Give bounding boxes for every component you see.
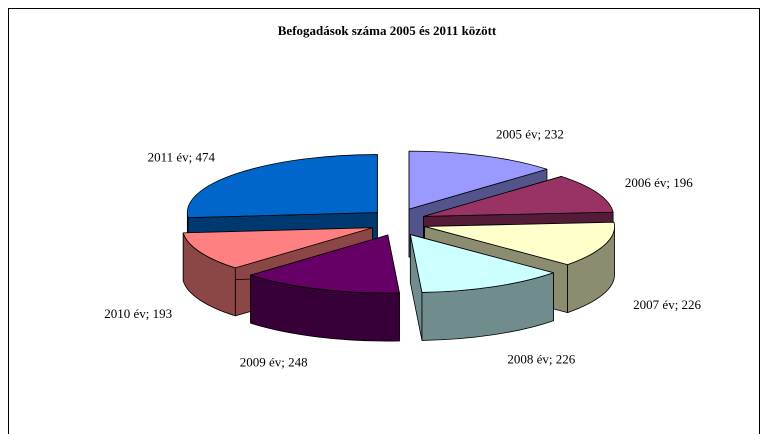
chart-frame	[8, 8, 760, 434]
data-label: 2009 év; 248	[240, 355, 308, 370]
slice-top	[424, 221, 615, 266]
data-label: 2010 év; 193	[104, 306, 172, 321]
data-label: 2011 év; 474	[148, 150, 216, 165]
slice-top	[409, 234, 554, 293]
data-label: 2005 év; 232	[496, 127, 564, 142]
data-label: 2006 év; 196	[625, 175, 693, 190]
slice-top	[423, 176, 614, 217]
chart-title: Befogadások száma 2005 és 2011 között	[278, 23, 497, 38]
slice-top	[187, 154, 378, 219]
data-label: 2008 év; 226	[507, 351, 575, 366]
data-label: 2007 év; 226	[633, 297, 701, 312]
slice-top	[250, 234, 400, 294]
slice-top	[408, 150, 548, 210]
slice-top	[182, 227, 373, 269]
